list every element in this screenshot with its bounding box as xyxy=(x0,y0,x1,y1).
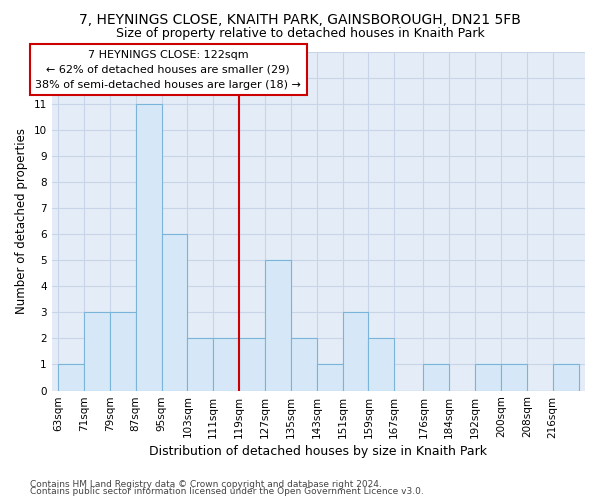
Bar xyxy=(265,260,291,390)
Bar xyxy=(213,338,239,390)
Bar xyxy=(343,312,368,390)
Y-axis label: Number of detached properties: Number of detached properties xyxy=(15,128,28,314)
Bar xyxy=(368,338,394,390)
Bar xyxy=(553,364,578,390)
Text: Size of property relative to detached houses in Knaith Park: Size of property relative to detached ho… xyxy=(116,28,484,40)
Bar xyxy=(84,312,110,390)
Bar xyxy=(58,364,84,390)
Bar xyxy=(475,364,501,390)
Bar xyxy=(161,234,187,390)
Bar xyxy=(110,312,136,390)
Bar xyxy=(291,338,317,390)
Bar xyxy=(317,364,343,390)
Bar xyxy=(424,364,449,390)
Bar xyxy=(136,104,161,391)
Bar xyxy=(239,338,265,390)
Bar xyxy=(501,364,527,390)
Text: Contains HM Land Registry data © Crown copyright and database right 2024.: Contains HM Land Registry data © Crown c… xyxy=(30,480,382,489)
Text: Contains public sector information licensed under the Open Government Licence v3: Contains public sector information licen… xyxy=(30,487,424,496)
Text: 7, HEYNINGS CLOSE, KNAITH PARK, GAINSBOROUGH, DN21 5FB: 7, HEYNINGS CLOSE, KNAITH PARK, GAINSBOR… xyxy=(79,12,521,26)
X-axis label: Distribution of detached houses by size in Knaith Park: Distribution of detached houses by size … xyxy=(149,444,487,458)
Text: 7 HEYNINGS CLOSE: 122sqm
← 62% of detached houses are smaller (29)
38% of semi-d: 7 HEYNINGS CLOSE: 122sqm ← 62% of detach… xyxy=(35,50,301,90)
Bar xyxy=(187,338,213,390)
